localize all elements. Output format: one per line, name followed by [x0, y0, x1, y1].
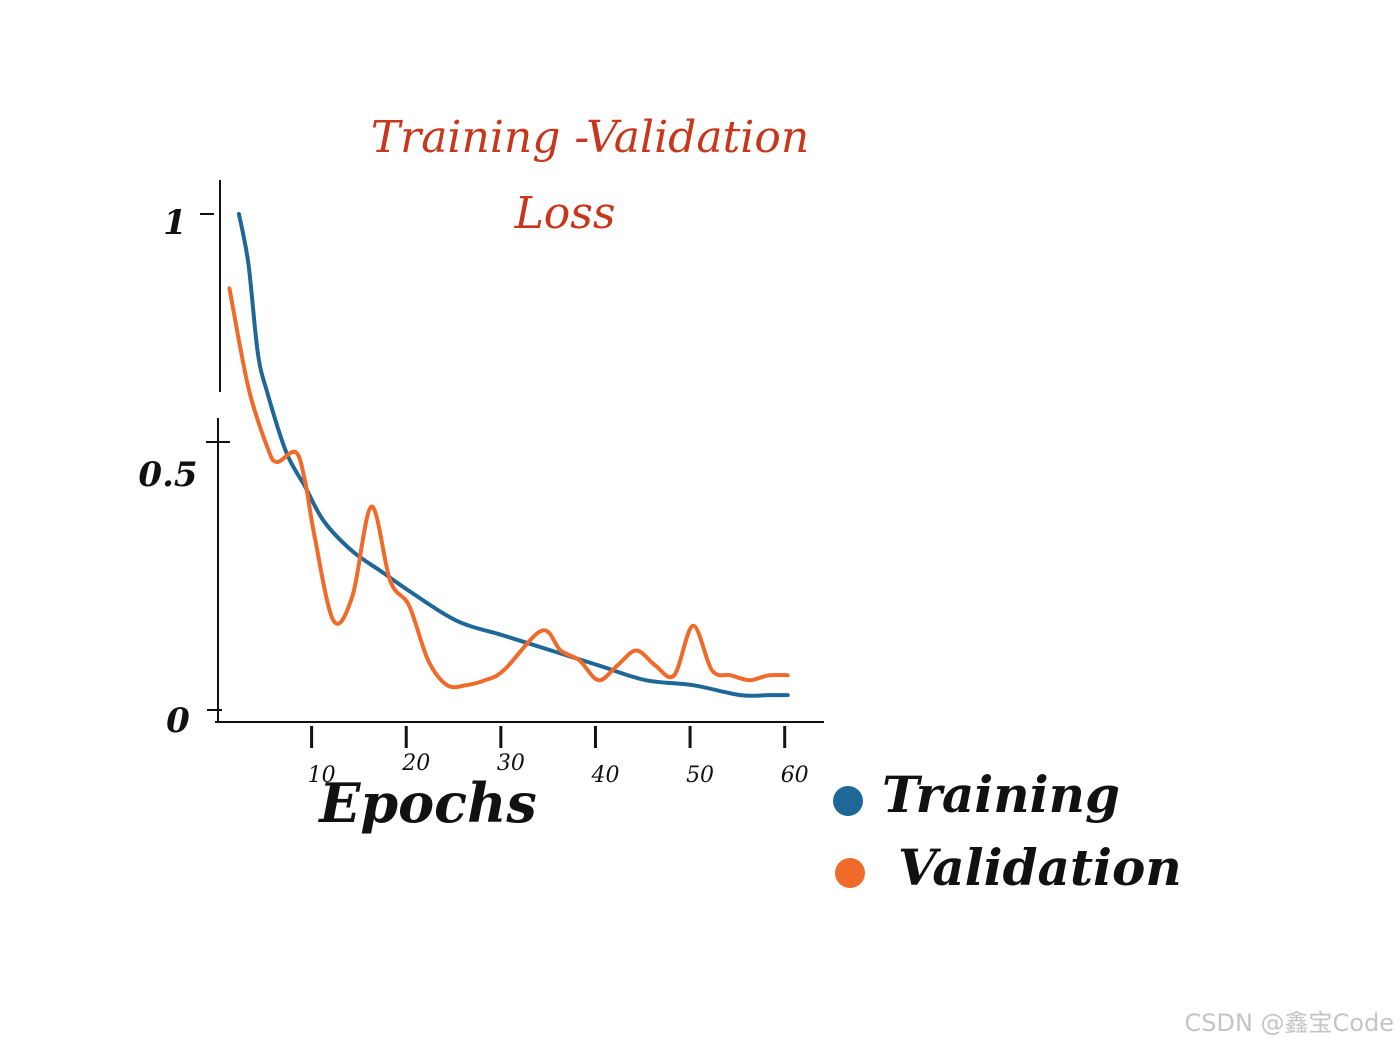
y-axis: [200, 180, 230, 722]
chart-subtitle: Loss: [514, 188, 616, 239]
legend-label-training: Training: [882, 765, 1120, 824]
x-ticks: 10 20 30 40 50 60: [308, 726, 809, 788]
x-tick-label: 40: [590, 763, 619, 788]
y-tick-label: 1: [163, 203, 187, 243]
chart-title: Training -Validation: [371, 112, 809, 163]
watermark: CSDN @鑫宝Code: [1184, 1009, 1395, 1037]
series-line-training: [236, 212, 790, 698]
series-layer: [227, 212, 790, 698]
x-tick-label: 10: [308, 763, 336, 788]
legend: Training Validation: [833, 765, 1182, 897]
x-tick-label: 30: [497, 751, 525, 776]
legend-label-validation: Validation: [898, 838, 1182, 897]
y-tick-label: 0: [166, 701, 190, 741]
x-tick-label: 50: [686, 763, 714, 788]
x-axis-label: Epochs: [317, 771, 536, 835]
x-tick-label: 60: [781, 763, 809, 788]
series-line-validation: [227, 286, 790, 690]
legend-marker-validation: [835, 858, 865, 888]
x-tick-label: 20: [401, 751, 430, 776]
legend-marker-training: [833, 786, 863, 816]
y-tick-label: 0.5: [138, 455, 197, 495]
